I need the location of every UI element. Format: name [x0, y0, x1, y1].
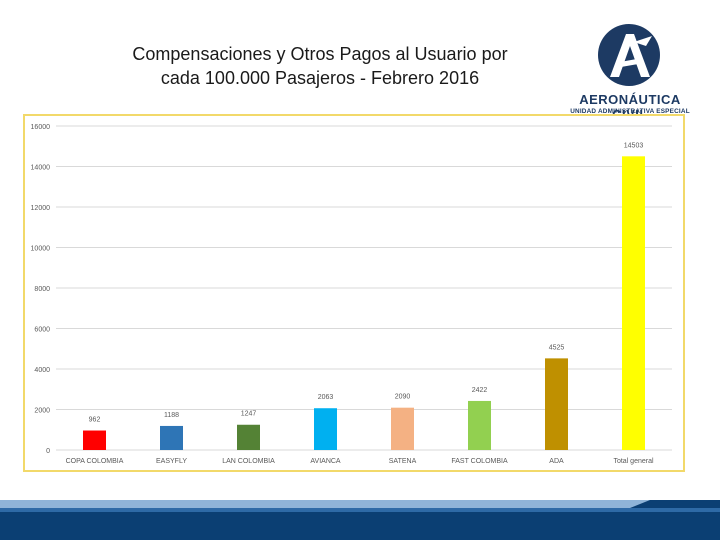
data-label: 2063	[318, 394, 334, 401]
y-tick-label: 6000	[34, 327, 50, 334]
chart-title: Compensaciones y Otros Pagos al Usuario …	[60, 42, 580, 90]
x-tick-label: LAN COLOMBIA	[222, 458, 275, 465]
bar-easyfly	[160, 425, 183, 450]
y-tick-label: 2000	[34, 408, 50, 415]
x-tick-label: COPA COLOMBIA	[66, 458, 124, 465]
data-label: 2422	[472, 387, 488, 394]
y-tick-label: 4000	[34, 367, 50, 374]
data-label: 2090	[395, 394, 411, 401]
logo-subtitle: UNIDAD ADMINISTRATIVA ESPECIAL	[570, 108, 690, 115]
bar-avianca	[314, 408, 337, 450]
bar-satena	[391, 407, 414, 450]
logo-emblem-icon	[598, 24, 660, 86]
y-tick-label: 12000	[31, 205, 51, 212]
y-tick-label: 14000	[31, 165, 51, 172]
data-label: 4525	[549, 344, 565, 351]
data-label: 1247	[241, 411, 257, 418]
bar-ada	[545, 358, 568, 450]
y-tick-label: 16000	[31, 124, 51, 131]
bar-total-general	[622, 156, 645, 450]
bar-fast-colombia	[468, 400, 491, 450]
x-tick-label: FAST COLOMBIA	[451, 458, 508, 465]
chart-frame	[23, 114, 685, 472]
y-tick-label: 10000	[31, 246, 51, 253]
footer-band	[0, 500, 720, 540]
bar-copa-colombia	[83, 430, 106, 450]
data-label: 14503	[624, 142, 644, 149]
y-tick-label: 0	[46, 448, 50, 455]
data-label: 1188	[164, 412, 179, 419]
data-label: 962	[89, 417, 101, 424]
x-tick-label: EASYFLY	[156, 458, 187, 465]
title-line-2: cada 100.000 Pasajeros - Febrero 2016	[160, 68, 480, 88]
x-tick-label: AVIANCA	[310, 458, 341, 465]
x-tick-label: SATENA	[389, 458, 417, 465]
title-line-1: Compensaciones y Otros Pagos al Usuario …	[132, 44, 508, 64]
y-tick-label: 8000	[34, 286, 50, 293]
x-tick-label: Total general	[613, 458, 654, 465]
bar-lan-colombia	[237, 424, 260, 450]
x-tick-label: ADA	[549, 458, 564, 465]
